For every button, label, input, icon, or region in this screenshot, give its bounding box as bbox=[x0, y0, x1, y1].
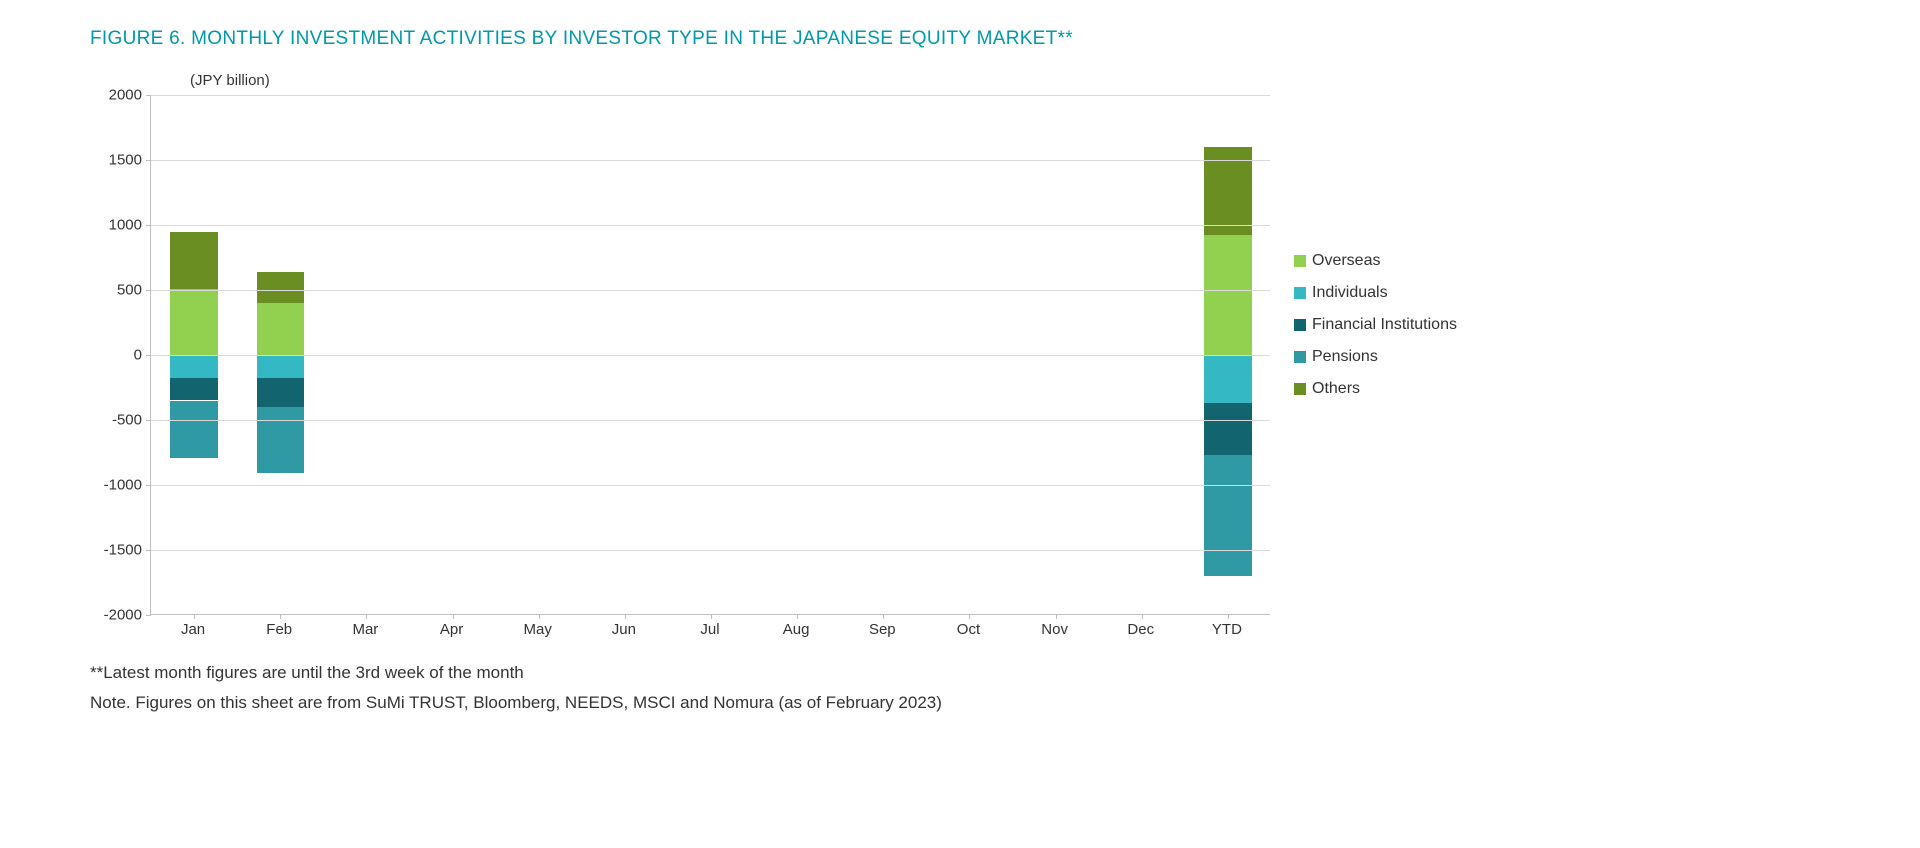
footnote-2: Note. Figures on this sheet are from SuM… bbox=[90, 693, 1830, 713]
y-tick-label: 0 bbox=[134, 347, 142, 364]
y-tick-mark bbox=[146, 160, 151, 161]
legend-item-individuals: Individuals bbox=[1294, 284, 1457, 302]
legend-item-others: Others bbox=[1294, 380, 1457, 398]
y-tick-label: 2000 bbox=[109, 87, 142, 104]
figure-title: FIGURE 6. MONTHLY INVESTMENT ACTIVITIES … bbox=[90, 28, 1830, 50]
bar-segment-others bbox=[257, 272, 304, 303]
gridline bbox=[151, 550, 1270, 551]
x-tick-label: Apr bbox=[440, 621, 463, 638]
y-tick-label: 1500 bbox=[109, 152, 142, 169]
bar-segment-financial bbox=[170, 378, 217, 400]
gridline bbox=[151, 485, 1270, 486]
x-tick-label: Jun bbox=[612, 621, 636, 638]
x-tick-label: Nov bbox=[1041, 621, 1068, 638]
y-tick-mark bbox=[146, 290, 151, 291]
chart-container: (JPY billion) -2000 -1500 -1000 -500 0 500 100… bbox=[90, 72, 1830, 641]
bar-segment-financial bbox=[1204, 403, 1251, 455]
legend-label: Overseas bbox=[1312, 252, 1380, 270]
bar-segment-pensions bbox=[170, 401, 217, 458]
gridline bbox=[151, 420, 1270, 421]
x-tick-label: May bbox=[524, 621, 552, 638]
legend-swatch bbox=[1294, 255, 1306, 267]
x-tick-label: YTD bbox=[1212, 621, 1242, 638]
gridline bbox=[151, 355, 1270, 356]
y-tick-label: -500 bbox=[112, 412, 142, 429]
legend-item-financial: Financial Institutions bbox=[1294, 316, 1457, 334]
y-tick-mark bbox=[146, 550, 151, 551]
y-tick-label: 500 bbox=[117, 282, 142, 299]
legend-swatch bbox=[1294, 383, 1306, 395]
bar-segment-overseas bbox=[170, 289, 217, 355]
bar-segment-individuals bbox=[170, 355, 217, 378]
x-tick-label: Jul bbox=[700, 621, 719, 638]
y-tick-mark bbox=[146, 485, 151, 486]
x-axis-labels: Jan Feb Mar Apr May Jun Jul Aug Sep Oct Nov Dec YTD bbox=[150, 615, 1270, 641]
bar-segment-pensions bbox=[257, 407, 304, 473]
legend-swatch bbox=[1294, 287, 1306, 299]
footnotes: **Latest month figures are until the 3rd… bbox=[90, 663, 1830, 713]
bar-segment-overseas bbox=[1204, 235, 1251, 355]
legend-label: Financial Institutions bbox=[1312, 316, 1457, 334]
y-tick-mark bbox=[146, 95, 151, 96]
y-tick-label: 1000 bbox=[109, 217, 142, 234]
bar-segment-overseas bbox=[257, 303, 304, 355]
legend-item-pensions: Pensions bbox=[1294, 348, 1457, 366]
x-tick-label: Aug bbox=[783, 621, 810, 638]
bar-segment-financial bbox=[257, 378, 304, 407]
x-tick-label: Oct bbox=[957, 621, 980, 638]
y-axis-label: (JPY billion) bbox=[90, 72, 1270, 89]
legend-item-overseas: Overseas bbox=[1294, 252, 1457, 270]
bar-segment-individuals bbox=[257, 355, 304, 378]
y-axis: -2000-1500-1000-5000500100015002000 bbox=[90, 95, 150, 615]
x-tick-label: Jan bbox=[181, 621, 205, 638]
bar-segment-individuals bbox=[1204, 355, 1251, 403]
legend-label: Individuals bbox=[1312, 284, 1388, 302]
y-tick-label: -1000 bbox=[104, 477, 142, 494]
gridline bbox=[151, 290, 1270, 291]
legend-swatch bbox=[1294, 319, 1306, 331]
gridline bbox=[151, 95, 1270, 96]
y-tick-label: -1500 bbox=[104, 542, 142, 559]
bar-segment-others bbox=[170, 232, 217, 289]
gridline bbox=[151, 160, 1270, 161]
bar-segment-pensions bbox=[1204, 455, 1251, 576]
legend: Overseas Individuals Financial Institution… bbox=[1270, 72, 1457, 412]
x-tick-label: Feb bbox=[266, 621, 292, 638]
x-tick-label: Mar bbox=[352, 621, 378, 638]
x-tick-label: Dec bbox=[1127, 621, 1154, 638]
legend-label: Pensions bbox=[1312, 348, 1378, 366]
y-tick-label: -2000 bbox=[104, 607, 142, 624]
legend-label: Others bbox=[1312, 380, 1360, 398]
x-tick-label: Sep bbox=[869, 621, 896, 638]
y-tick-mark bbox=[146, 225, 151, 226]
y-tick-mark bbox=[146, 355, 151, 356]
gridline bbox=[151, 225, 1270, 226]
plot-area bbox=[150, 95, 1270, 615]
legend-swatch bbox=[1294, 351, 1306, 363]
footnote-1: **Latest month figures are until the 3rd… bbox=[90, 663, 1830, 683]
y-tick-mark bbox=[146, 420, 151, 421]
